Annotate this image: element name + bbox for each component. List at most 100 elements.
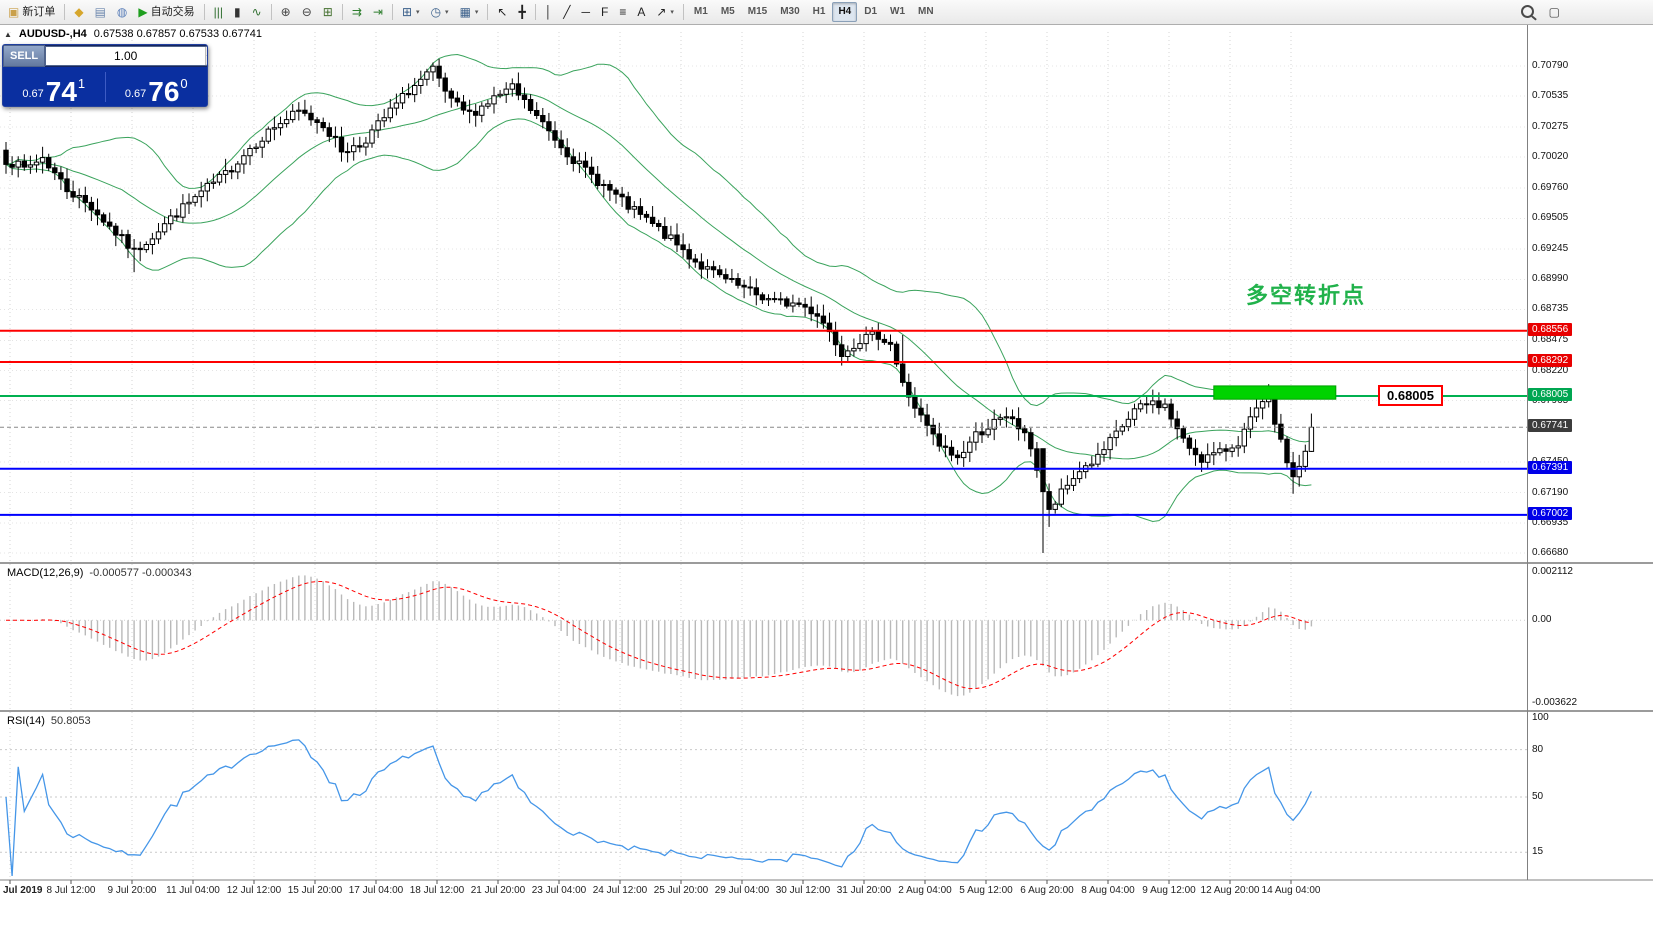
sell-price-prefix: 0.67 <box>22 88 44 100</box>
buy-price-pipette: 0 <box>180 76 188 91</box>
toolbar-sep <box>682 4 684 20</box>
volume-input[interactable] <box>46 47 206 65</box>
bar-chart-button[interactable]: ||| <box>209 2 228 22</box>
trendline-button[interactable]: ╱ <box>558 2 575 22</box>
timeframe-h1-button[interactable]: H1 <box>807 2 832 22</box>
volume-up-button[interactable]: ▴ <box>206 47 207 56</box>
timeframe-mn-button-label: MN <box>918 6 934 17</box>
time-axis-label: 5 Aug 12:00 <box>959 885 1013 896</box>
time-axis[interactable]: Jul 2019 8 Jul 12:00 9 Jul 20:00 11 Jul 04:… <box>0 880 1653 902</box>
chart-shift-button[interactable]: ⇥ <box>368 2 388 22</box>
toolbar-sep <box>391 4 393 20</box>
price-axis-tick: 0.68735 <box>1532 303 1569 315</box>
timeframe-m1-button[interactable]: M1 <box>688 2 714 22</box>
arrows-icon: ↗ <box>656 5 667 19</box>
new-order-button[interactable]: ▣ 新订单 <box>3 2 60 22</box>
price-axis-tag: 0.68005 <box>1528 387 1573 401</box>
level-lines-layer[interactable] <box>0 329 1527 516</box>
zoom-in-button[interactable]: ⊕ <box>276 2 296 22</box>
time-axis-label: 15 Jul 20:00 <box>287 885 343 896</box>
rsi-value: 50.8053 <box>50 715 91 727</box>
vertical-line-button[interactable]: │ <box>540 2 558 22</box>
time-axis-label: 25 Jul 20:00 <box>653 885 709 896</box>
chart-canvas[interactable] <box>0 24 1653 900</box>
time-axis-label: 18 Jul 12:00 <box>409 885 465 896</box>
search-button[interactable] <box>1515 2 1543 22</box>
new-window-button[interactable]: ▢ <box>1544 2 1565 22</box>
new-chart-icon: ⊞ <box>401 5 413 19</box>
volume-spin-buttons: ▴ ▾ <box>205 47 207 65</box>
text-label-button[interactable]: A <box>632 2 650 22</box>
tile-windows-icon: ⊞ <box>322 5 333 19</box>
magnifier-icon <box>1520 4 1534 18</box>
cycle-lines-icon: ≡ <box>619 5 627 19</box>
time-axis-label: 6 Aug 20:00 <box>1020 885 1074 896</box>
profiles-icon: ◷ <box>430 5 442 19</box>
chart-shift-icon: ⇥ <box>372 5 383 19</box>
dropdown-arrow-icon: ▾ <box>474 9 479 16</box>
sell-price-pipette: 1 <box>77 76 86 91</box>
cycle-lines-button[interactable]: ≡ <box>614 2 631 22</box>
chart-header: ▲ AUDUSD-,H4 0.67538 0.67857 0.67533 0.6… <box>4 28 262 40</box>
chart-window: ▲ AUDUSD-,H4 0.67538 0.67857 0.67533 0.6… <box>0 24 1653 949</box>
autotrade-button-label: 自动交易 <box>150 5 195 18</box>
print-button[interactable]: ▤ <box>90 2 111 22</box>
time-axis-label: 2 Aug 04:00 <box>898 885 952 896</box>
horizontal-line-button[interactable]: ─ <box>576 2 595 22</box>
sell-price-button[interactable]: 0.67 74 1 <box>3 65 105 106</box>
toolbar-sep <box>534 4 536 20</box>
templates-button[interactable]: ▦ ▾ <box>455 2 484 22</box>
time-axis-label: 9 Aug 12:00 <box>1142 885 1196 896</box>
market-watch-button[interactable]: ◆ <box>69 2 88 22</box>
cursor-button[interactable]: ↖ <box>492 2 512 22</box>
chart-annotation-text: 多空转折点 <box>1246 283 1367 308</box>
arrows-button[interactable]: ↗ ▾ <box>651 2 679 22</box>
timeframe-m5-button[interactable]: M5 <box>715 2 741 22</box>
time-axis-label: 30 Jul 12:00 <box>775 885 831 896</box>
cursor-icon: ↖ <box>497 5 508 19</box>
tile-windows-button[interactable]: ⊞ <box>318 2 338 22</box>
time-axis-label: 12 Aug 20:00 <box>1200 885 1260 896</box>
timeframe-w1-button[interactable]: W1 <box>884 2 911 22</box>
price-level-callout[interactable]: 0.68005 <box>1378 385 1443 406</box>
supply-zone-rectangle[interactable] <box>1213 385 1337 400</box>
timeframe-m30-button[interactable]: M30 <box>774 2 805 22</box>
macd-layer <box>0 575 1527 697</box>
rsi-indicator-label: RSI(14) 50.8053 <box>5 715 93 727</box>
line-chart-button[interactable]: ∿ <box>247 2 267 22</box>
candlestick-chart-button[interactable]: ▮ <box>229 2 246 22</box>
buy-price-button[interactable]: 0.67 76 0 <box>106 65 208 106</box>
trendline-icon: ╱ <box>563 5 571 19</box>
timeframe-d1-button[interactable]: D1 <box>858 2 883 22</box>
profiles-button[interactable]: ◷ ▾ <box>426 2 454 22</box>
toolbar: ▣ 新订单 ◆ ▤ ◍ ▶ 自动交易 ||| ▮ ∿ ⊕ ⊖ ⊞ ⇉ ⇥ ⊞ ▾ ◷ ▾ ▦ ▾ ↖ ╋ │ ╱ ─ F ≡ A ↗ ▾ M1… <box>0 0 1653 25</box>
price-axis-tick: 0.68220 <box>1532 364 1569 376</box>
time-axis-label: 24 Jul 12:00 <box>592 885 648 896</box>
time-axis-label: Jul 2019 <box>3 885 43 896</box>
auto-scroll-button[interactable]: ⇉ <box>347 2 367 22</box>
price-axis-tick: 15 <box>1532 846 1544 858</box>
timeframe-m15-button-label: M15 <box>747 6 768 17</box>
autotrade-button[interactable]: ▶ 自动交易 <box>133 2 199 22</box>
new-chart-button[interactable]: ⊞ ▾ <box>397 2 425 22</box>
volume-down-button[interactable]: ▾ <box>206 56 207 65</box>
timeframe-d1-button-label: D1 <box>864 6 878 17</box>
sell-button[interactable]: SELL <box>3 45 46 67</box>
timeframe-h4-button[interactable]: H4 <box>832 2 858 22</box>
price-axis-tick: 0.69760 <box>1532 182 1569 194</box>
crosshair-button[interactable]: ╋ <box>513 2 530 22</box>
autotrade-icon: ▶ <box>138 5 148 19</box>
price-axis[interactable]: 0.70790 0.70535 0.70275 0.70020 0.69760 0.695… <box>1527 24 1653 900</box>
data-window-button[interactable]: ◍ <box>112 2 132 22</box>
trade-panel-toggle[interactable]: ▲ <box>4 29 12 39</box>
axis-frame-layer <box>0 24 1653 884</box>
volume-stepper: ▴ ▾ <box>45 46 207 66</box>
timeframe-m15-button[interactable]: M15 <box>742 2 773 22</box>
fibonacci-button[interactable]: F <box>596 2 613 22</box>
timeframe-m30-button-label: M30 <box>780 6 800 17</box>
zoom-out-button[interactable]: ⊖ <box>297 2 317 22</box>
time-axis-label: 14 Aug 04:00 <box>1261 885 1321 896</box>
timeframe-mn-button[interactable]: MN <box>912 2 940 22</box>
price-axis-tick: 0.66935 <box>1532 516 1569 528</box>
toolbar-sep <box>487 4 489 20</box>
